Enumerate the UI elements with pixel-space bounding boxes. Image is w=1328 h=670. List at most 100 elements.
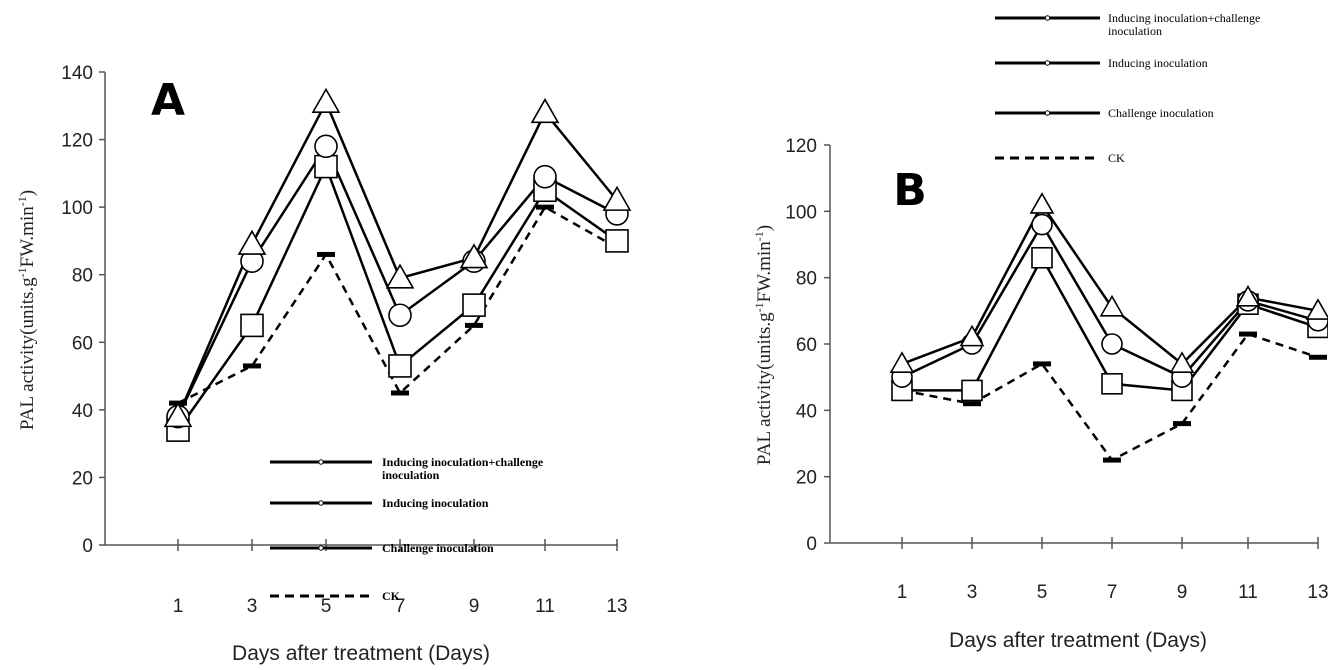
triangle-marker	[237, 229, 267, 255]
legend-marker	[318, 545, 324, 551]
triangle-marker	[530, 97, 560, 124]
circle-marker	[533, 164, 557, 189]
x-tick-label: 9	[469, 596, 480, 617]
x-tick-label: 5	[1037, 582, 1048, 603]
square-marker	[605, 229, 629, 253]
legend-marker	[318, 500, 324, 506]
x-tick-label: 13	[1307, 582, 1328, 603]
legend-marker	[1044, 110, 1051, 116]
triangle-marker	[1099, 294, 1125, 317]
x-tick-label: 11	[1238, 582, 1258, 603]
y-tick-label: 0	[82, 536, 93, 557]
legend-label: Inducing inoculation	[382, 496, 489, 510]
panel-a-x-axis-title: Days after treatment (Days)	[232, 642, 490, 665]
panel-b-y-axis-title: PAL activity(units.g-1FW.min-1)	[752, 225, 775, 465]
ylabel-part: FW.min	[17, 206, 38, 268]
dash-marker	[1103, 457, 1121, 463]
square-marker	[240, 313, 264, 338]
panel-a-letter: A	[151, 75, 185, 126]
legend-label: CK	[382, 589, 401, 603]
x-tick-label: 9	[1177, 582, 1188, 603]
dash-marker	[1309, 354, 1327, 360]
panel-b-letter: B	[893, 165, 927, 216]
panel-a-y-axis-title: PAL activity(units.g-1FW.min-1)	[15, 190, 38, 430]
triangle-marker	[602, 185, 632, 211]
triangle-marker	[459, 243, 489, 269]
legend-label: Inducing inoculation	[1108, 56, 1208, 70]
triangle-marker	[1305, 298, 1328, 320]
legend-marker	[1044, 15, 1051, 21]
panel-b-x-axis-title: Days after treatment (Days)	[949, 629, 1207, 652]
dash-marker	[1033, 361, 1051, 367]
triangle-marker	[311, 87, 341, 113]
y-tick-label: 100	[61, 198, 93, 219]
square-marker	[1101, 372, 1123, 395]
square-marker	[1031, 246, 1053, 269]
triangle-marker	[385, 263, 415, 289]
legend-marker	[318, 459, 324, 465]
triangle-marker	[889, 351, 915, 373]
square-marker	[388, 354, 412, 378]
square-marker	[462, 293, 486, 317]
legend-label: Challenge inoculation	[1108, 106, 1214, 120]
y-tick-label: 120	[61, 131, 93, 152]
panel-b-legend: Inducing inoculation+challenge inoculatio…	[995, 11, 1260, 165]
y-tick-label: 20	[72, 468, 93, 489]
circle-marker	[314, 134, 338, 159]
y-tick-label: 80	[72, 266, 93, 287]
dash-marker	[536, 204, 554, 210]
series-line	[902, 255, 1319, 392]
x-tick-label: 3	[247, 596, 258, 617]
ylabel-part: )	[754, 225, 775, 231]
ylabel-superscript: -1	[752, 231, 766, 241]
dash-marker	[391, 390, 409, 396]
dash-marker	[1239, 331, 1257, 337]
x-tick-label: 7	[1107, 582, 1118, 603]
x-tick-label: 11	[535, 596, 555, 617]
ylabel-part: FW.min	[754, 241, 775, 303]
ylabel-part: PAL activity(units.g	[17, 277, 38, 430]
triangle-marker	[1029, 192, 1055, 214]
y-tick-label: 140	[61, 63, 93, 84]
y-tick-label: 120	[785, 136, 817, 157]
panel-a-series	[163, 87, 632, 442]
dash-marker	[243, 363, 261, 369]
triangle-marker	[959, 324, 985, 347]
panel-a-chart: A Days after treatment (Days) PAL activi…	[15, 63, 632, 665]
x-tick-label: 1	[173, 596, 184, 617]
ylabel-part: )	[17, 190, 38, 196]
y-tick-label: 40	[796, 401, 817, 422]
ylabel-part: PAL activity(units.g	[754, 312, 775, 465]
dash-marker	[963, 401, 981, 407]
dash-marker	[465, 322, 483, 328]
x-tick-label: 1	[897, 582, 908, 603]
y-tick-label: 0	[806, 534, 817, 555]
x-tick-label: 3	[967, 582, 978, 603]
panel-a-legend: Inducing inoculation+challenge inoculatio…	[270, 455, 544, 603]
legend-label: Inducing inoculation+challenge inoculatio…	[1108, 11, 1260, 38]
triangle-marker	[1169, 351, 1195, 373]
x-tick-label: 13	[606, 596, 627, 617]
panel-b-series	[889, 192, 1328, 463]
triangle-marker	[163, 402, 193, 428]
square-marker	[961, 379, 983, 402]
x-tick-label: 7	[395, 596, 406, 617]
dash-marker	[317, 251, 335, 257]
y-tick-label: 100	[785, 202, 817, 223]
circle-marker	[388, 303, 412, 328]
y-tick-label: 40	[72, 401, 93, 422]
legend-marker	[1044, 60, 1051, 66]
ylabel-superscript: -1	[752, 302, 766, 312]
legend-label: Challenge inoculation	[382, 541, 494, 555]
y-tick-label: 60	[796, 335, 817, 356]
square-marker	[314, 154, 338, 179]
circle-marker	[1031, 213, 1053, 236]
y-tick-label: 60	[72, 333, 93, 354]
ylabel-superscript: -1	[15, 196, 29, 206]
x-tick-label: 5	[321, 596, 332, 617]
triangle-marker	[1235, 284, 1261, 307]
ylabel-superscript: -1	[15, 267, 29, 277]
